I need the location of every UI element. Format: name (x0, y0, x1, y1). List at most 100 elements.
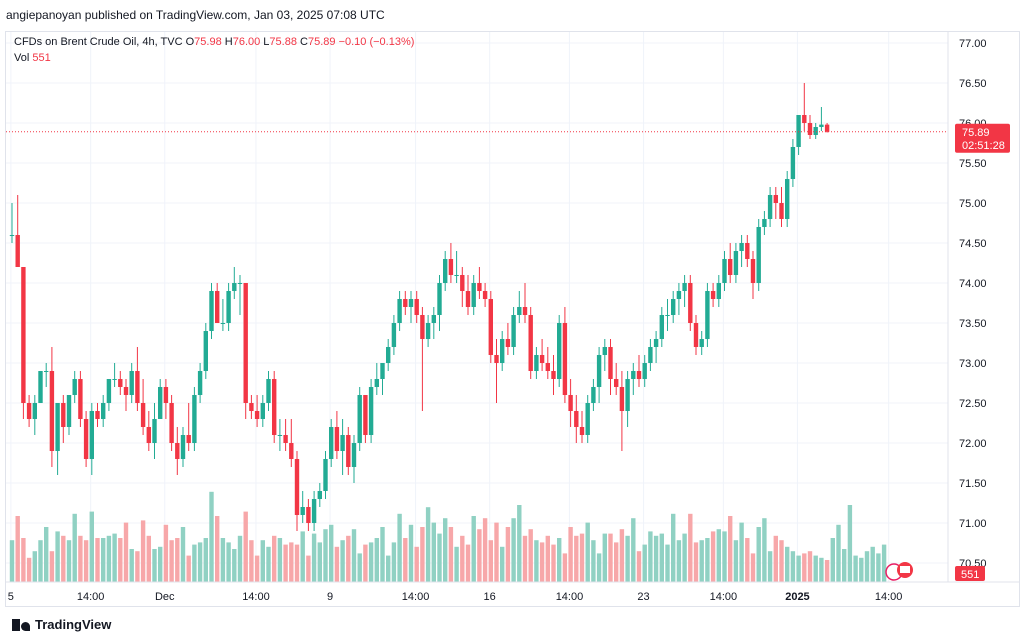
volume-bar (443, 518, 448, 582)
candle-body (334, 427, 340, 451)
volume-bar (135, 551, 140, 582)
volume-bar (842, 549, 847, 582)
candle-body (534, 355, 539, 371)
candle-body (272, 379, 277, 435)
volume-bar (881, 544, 887, 582)
volume-bar (266, 546, 271, 582)
volume-bar (505, 527, 511, 582)
volume-bar (140, 520, 146, 582)
volume-bar (836, 524, 841, 582)
volume-bar (175, 538, 180, 582)
volume-bar (203, 538, 208, 582)
y-tick-label: 71.50 (959, 478, 987, 490)
tradingview-footer: TradingView (12, 617, 111, 632)
close-label: C (300, 36, 308, 48)
last-price-value: 75.89 (962, 127, 990, 139)
publisher-caption: angiepanoyan published on TradingView.co… (6, 8, 385, 22)
candle-body (266, 379, 271, 403)
volume-bar (152, 549, 157, 582)
volume-bar (232, 549, 237, 582)
volume-bar (722, 531, 727, 582)
candle-body (591, 387, 596, 403)
candle-body (374, 379, 379, 387)
volume-bar (425, 507, 431, 582)
chart-frame (5, 31, 1020, 607)
candle-body (386, 347, 391, 363)
candle-body (528, 315, 533, 371)
volume-bar (477, 529, 482, 582)
candle-body (152, 419, 157, 443)
volume-bar (585, 522, 590, 582)
candle-body (733, 251, 739, 275)
volume-bar (779, 540, 784, 582)
volume-bar (249, 540, 254, 582)
candle-body (72, 379, 77, 395)
volume-bar (705, 538, 710, 582)
volume-bar (859, 557, 864, 582)
volume-bar (61, 535, 66, 582)
candle-body (779, 203, 784, 219)
volume-bar (260, 540, 265, 582)
volume-bar (574, 535, 579, 582)
volume-bar (146, 535, 151, 582)
volume-bar (853, 555, 858, 582)
candle-body (9, 235, 15, 236)
candle-body (579, 427, 585, 435)
change-value: −0.10 (−0.13%) (338, 36, 415, 48)
candle-body (403, 299, 408, 307)
candle-body (682, 283, 687, 291)
volume-value: 551 (32, 52, 51, 64)
volume-bar (334, 546, 340, 582)
candle-body (807, 123, 813, 135)
candle-body (431, 315, 436, 323)
volume-bar (728, 516, 733, 582)
volume-bar (106, 535, 112, 582)
candle-body (146, 427, 151, 443)
candle-body (118, 379, 123, 387)
candle-body (49, 371, 55, 451)
candle-body (277, 435, 283, 436)
volume-bar (602, 533, 607, 582)
candle-body (802, 115, 807, 123)
volume-bar (619, 529, 625, 582)
candle-body (659, 315, 664, 339)
volume-bar (340, 540, 345, 582)
candle-body (437, 283, 442, 315)
last-price-tag (955, 123, 1010, 153)
volume-bar (323, 529, 328, 582)
candle-body (665, 315, 670, 316)
bar-countdown: 02:51:28 (962, 140, 1005, 152)
volume-bar (118, 538, 123, 582)
volume-bar (129, 549, 134, 582)
volume-bar (78, 535, 83, 582)
candle-body (26, 403, 32, 419)
y-tick-label: 74.50 (959, 238, 987, 250)
candle-body (619, 387, 625, 411)
candle-body (243, 283, 248, 403)
volume-bar (243, 511, 248, 582)
volume-bar (294, 544, 300, 582)
candle-body (180, 435, 186, 459)
volume-bar (471, 516, 476, 582)
candle-body (32, 403, 37, 419)
x-tick-label: 14:00 (77, 591, 105, 603)
candle-body (209, 291, 214, 331)
candle-body (653, 339, 659, 347)
candle-body (226, 291, 231, 323)
volume-bar (807, 551, 813, 582)
volume-bar (254, 555, 260, 582)
volume-label: Vol (14, 52, 30, 64)
volume-bar (733, 540, 739, 582)
candle-body (505, 339, 511, 347)
volume-bar (220, 538, 226, 582)
volume-bar (237, 535, 243, 582)
volume-bar (169, 540, 174, 582)
candle-body (585, 403, 590, 435)
volume-bar (38, 540, 43, 582)
volume-bar (557, 538, 562, 582)
candle-body (83, 419, 89, 459)
candle-body (625, 379, 630, 411)
volume-bar (802, 553, 807, 582)
candle-body (317, 491, 322, 499)
